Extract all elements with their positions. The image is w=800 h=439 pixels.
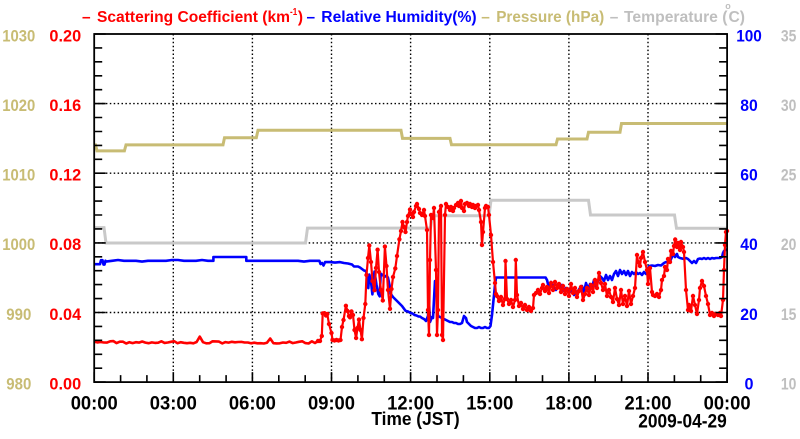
svg-text:990: 990 (6, 306, 31, 324)
svg-text:80: 80 (740, 97, 758, 115)
svg-text:Pressure (hPa): Pressure (hPa) (496, 9, 604, 26)
svg-text:10: 10 (781, 375, 797, 393)
svg-text:03:00: 03:00 (150, 392, 197, 414)
svg-text:0.20: 0.20 (49, 27, 81, 45)
svg-text:00:00: 00:00 (704, 392, 751, 414)
svg-text:1010: 1010 (2, 167, 35, 185)
svg-text:20: 20 (781, 236, 797, 254)
svg-text:0.08: 0.08 (49, 236, 81, 254)
svg-text:15: 15 (781, 306, 797, 324)
svg-text:Scattering Coefficient (km: Scattering Coefficient (km (97, 9, 290, 26)
svg-text:12:00: 12:00 (387, 392, 434, 414)
svg-text:-1: -1 (290, 6, 297, 18)
svg-text:06:00: 06:00 (229, 392, 276, 414)
svg-text:40: 40 (740, 236, 758, 254)
svg-text:–: – (307, 9, 316, 26)
svg-text:21:00: 21:00 (625, 392, 672, 414)
svg-text:C): C) (729, 9, 746, 26)
svg-text:0: 0 (745, 375, 754, 393)
svg-text:–: – (82, 9, 91, 26)
svg-text:Time (JST): Time (JST) (371, 409, 459, 429)
svg-text:–: – (481, 9, 490, 26)
svg-text:09:00: 09:00 (308, 392, 355, 414)
svg-text:0.04: 0.04 (49, 306, 81, 324)
svg-text:100: 100 (736, 27, 762, 45)
svg-text:Relative Humidity(%): Relative Humidity(%) (321, 9, 476, 26)
svg-text:30: 30 (781, 97, 797, 115)
svg-text:25: 25 (781, 167, 797, 185)
svg-text:1000: 1000 (2, 236, 35, 254)
svg-text:18:00: 18:00 (545, 392, 592, 414)
svg-text:0.16: 0.16 (49, 97, 81, 115)
svg-text:1030: 1030 (2, 27, 35, 45)
svg-text:1020: 1020 (2, 97, 35, 115)
svg-text:0.12: 0.12 (49, 167, 81, 185)
svg-text:o: o (725, 1, 731, 11)
svg-text:2009-04-29: 2009-04-29 (638, 410, 727, 432)
svg-text:35: 35 (781, 27, 797, 45)
svg-text:980: 980 (6, 375, 31, 393)
svg-text:0.00: 0.00 (49, 375, 81, 393)
svg-text:): ) (298, 9, 303, 26)
svg-text:60: 60 (740, 167, 758, 185)
svg-text:00:00: 00:00 (71, 392, 118, 414)
svg-text:15:00: 15:00 (466, 392, 513, 414)
svg-text:20: 20 (740, 306, 758, 324)
svg-text:Temperature (: Temperature ( (624, 9, 728, 26)
svg-text:–: – (610, 9, 619, 26)
